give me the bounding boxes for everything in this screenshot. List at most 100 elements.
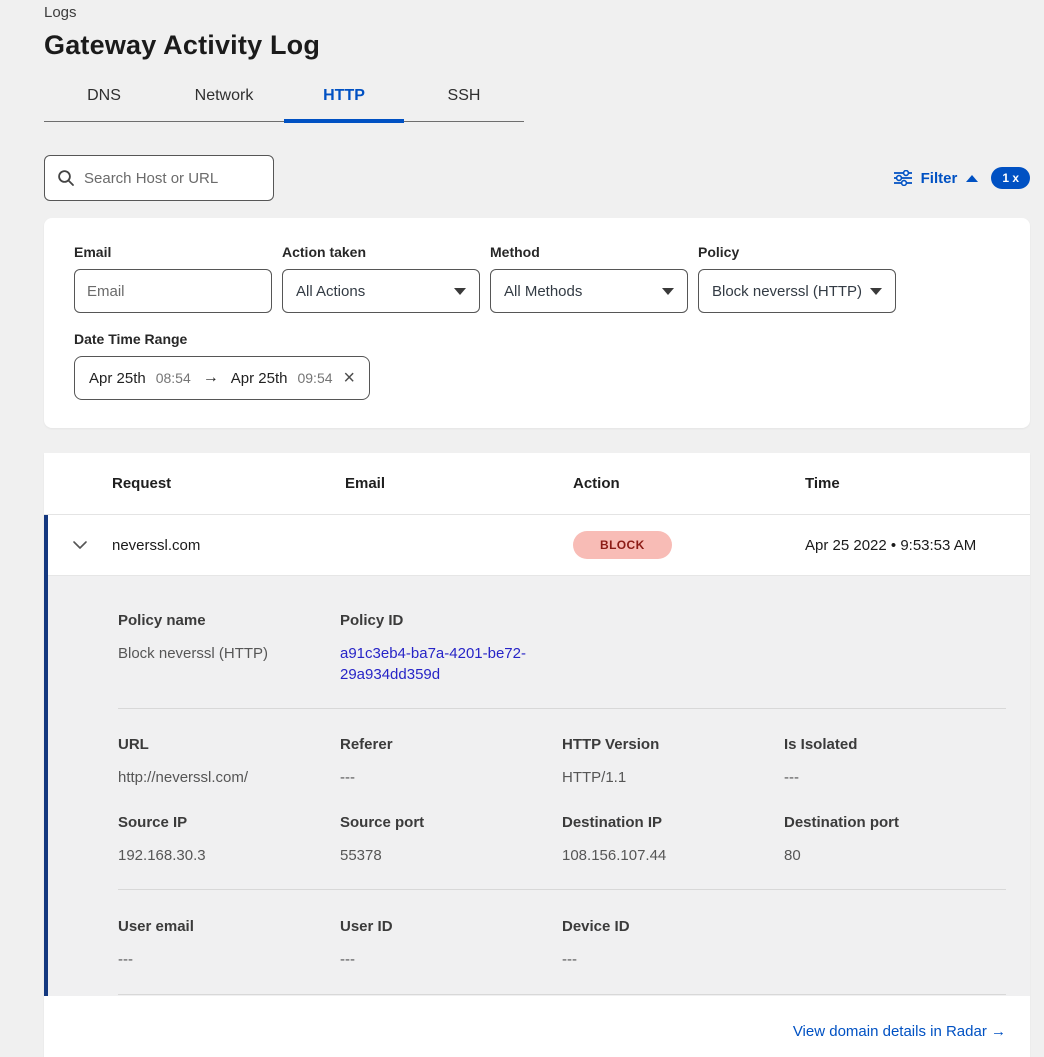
is-isolated-label: Is Isolated xyxy=(784,736,858,753)
arrow-right-icon: → xyxy=(202,369,219,386)
method-label: Method xyxy=(490,244,540,260)
policy-id-link[interactable]: a91c3eb4-ba7a-4201-be72-29a934dd359d xyxy=(340,645,526,683)
log-type-tabs: DNS Network HTTP SSH xyxy=(44,76,524,123)
tab-ssh[interactable]: SSH xyxy=(447,87,481,104)
user-email-value: --- xyxy=(118,951,133,968)
method-select[interactable]: All Methods xyxy=(490,269,688,313)
detail-url: URL http://neverssl.com/ xyxy=(118,736,340,788)
col-email: Email xyxy=(345,475,386,492)
radar-link[interactable]: View domain details in Radar → xyxy=(793,1023,1006,1040)
breadcrumb: Logs xyxy=(44,4,77,21)
email-field[interactable] xyxy=(74,269,272,313)
method-value: All Methods xyxy=(504,282,583,300)
email-field-label: Email xyxy=(74,244,112,260)
filter-count-badge[interactable]: 1 x xyxy=(991,167,1030,189)
destination-ip-label: Destination IP xyxy=(562,814,663,831)
end-date: Apr 25th xyxy=(230,369,288,387)
radar-link-label: View domain details in Radar xyxy=(792,1023,987,1040)
filter-label: Filter xyxy=(920,169,958,187)
detail-http-version: HTTP Version HTTP/1.1 xyxy=(562,736,784,788)
destination-port-label: Destination port xyxy=(784,814,899,831)
referer-value: --- xyxy=(340,769,355,786)
col-request: Request xyxy=(112,475,172,492)
section-divider xyxy=(118,994,1006,995)
device-id-label: Device ID xyxy=(562,918,630,935)
http-version-value: HTTP/1.1 xyxy=(562,769,627,786)
detail-source-port: Source port 55378 xyxy=(340,814,562,866)
details-request-section: URL http://neverssl.com/ Referer --- HTT… xyxy=(118,709,1006,889)
tab-network[interactable]: Network xyxy=(194,87,254,104)
chevron-down-icon xyxy=(870,287,882,295)
clear-date-range-icon[interactable]: × xyxy=(343,367,355,389)
row-time: Apr 25 2022 • 9:53:53 AM xyxy=(805,536,977,554)
source-ip-label: Source IP xyxy=(118,814,188,831)
search-box xyxy=(44,155,274,201)
table-header-row: Request Email Action Time xyxy=(44,453,1030,515)
detail-device-id: Device ID --- xyxy=(562,918,784,970)
source-port-label: Source port xyxy=(340,814,425,831)
filter-row-2: Date Time Range Apr 25th 08:54 → Apr 25t… xyxy=(74,331,1000,400)
detail-destination-ip: Destination IP 108.156.107.44 xyxy=(562,814,784,866)
search-input[interactable] xyxy=(84,169,261,187)
chevron-down-icon xyxy=(454,287,466,295)
date-time-range-label: Date Time Range xyxy=(74,331,188,347)
filter-row-1: Email Action taken All Actions Method Al… xyxy=(74,244,1000,313)
log-entry-details: Policy name Block neverssl (HTTP) Policy… xyxy=(48,576,1030,1040)
table-row[interactable]: neverssl.com BLOCK Apr 25 2022 • 9:53:53… xyxy=(48,515,1030,576)
policy-id-label: Policy ID xyxy=(340,612,404,629)
device-id-value: --- xyxy=(562,951,577,968)
col-action: Action xyxy=(573,475,620,492)
user-id-value: --- xyxy=(340,951,355,968)
filter-field-method: Method All Methods xyxy=(490,244,688,313)
chevron-down-icon xyxy=(73,541,87,549)
source-ip-value: 192.168.30.3 xyxy=(118,847,206,864)
user-email-label: User email xyxy=(118,918,194,935)
filter-sliders-icon xyxy=(893,170,912,186)
details-policy-section: Policy name Block neverssl (HTTP) Policy… xyxy=(118,576,1006,708)
chevron-up-icon xyxy=(966,174,979,182)
is-isolated-value: --- xyxy=(784,769,799,786)
filter-field-policy: Policy Block neverssl (HTTP) xyxy=(698,244,896,313)
start-time: 08:54 xyxy=(155,370,191,386)
details-footer: View domain details in Radar → xyxy=(118,995,1006,1041)
tab-http[interactable]: HTTP xyxy=(284,76,404,123)
detail-destination-port: Destination port 80 xyxy=(784,814,1006,866)
tab-dns[interactable]: DNS xyxy=(87,87,121,104)
toolbar: Filter 1 x xyxy=(44,155,1030,201)
detail-source-ip: Source IP 192.168.30.3 xyxy=(118,814,340,866)
http-version-label: HTTP Version xyxy=(562,736,660,753)
expanded-log-entry: neverssl.com BLOCK Apr 25 2022 • 9:53:53… xyxy=(44,515,1030,1040)
action-block-badge: BLOCK xyxy=(573,531,672,559)
referer-label: Referer xyxy=(340,736,393,753)
section-divider xyxy=(118,889,1006,890)
action-taken-select[interactable]: All Actions xyxy=(282,269,480,313)
action-taken-value: All Actions xyxy=(296,282,366,300)
page-title: Gateway Activity Log xyxy=(44,30,321,60)
destination-ip-value: 108.156.107.44 xyxy=(562,847,667,864)
filter-toggle-button[interactable]: Filter 1 x xyxy=(893,167,1030,189)
start-date: Apr 25th xyxy=(89,369,146,387)
detail-referer: Referer --- xyxy=(340,736,562,788)
source-port-value: 55378 xyxy=(340,847,382,864)
policy-select[interactable]: Block neverssl (HTTP) xyxy=(698,269,896,313)
policy-label: Policy xyxy=(698,244,740,260)
detail-user-email: User email --- xyxy=(118,918,340,970)
search-icon xyxy=(58,170,74,186)
url-value: http://neverssl.com/ xyxy=(118,769,249,786)
filter-panel: Email Action taken All Actions Method Al… xyxy=(44,218,1030,428)
filter-field-email: Email xyxy=(74,244,272,313)
policy-name-label: Policy name xyxy=(118,612,206,629)
col-time: Time xyxy=(805,475,840,492)
destination-port-value: 80 xyxy=(784,847,801,864)
activity-log-table: Request Email Action Time neverssl.com B… xyxy=(44,453,1030,1057)
collapse-row-button[interactable] xyxy=(48,540,112,550)
section-divider xyxy=(118,708,1006,709)
date-time-range-picker[interactable]: Apr 25th 08:54 → Apr 25th 09:54 × xyxy=(74,356,370,400)
detail-is-isolated: Is Isolated --- xyxy=(784,736,1006,788)
policy-name-value: Block neverssl (HTTP) xyxy=(118,645,269,662)
detail-policy-name: Policy name Block neverssl (HTTP) xyxy=(118,612,340,685)
arrow-right-icon: → xyxy=(991,1023,1006,1040)
policy-value: Block neverssl (HTTP) xyxy=(712,282,863,300)
detail-policy-id: Policy ID a91c3eb4-ba7a-4201-be72-29a934… xyxy=(340,612,562,685)
